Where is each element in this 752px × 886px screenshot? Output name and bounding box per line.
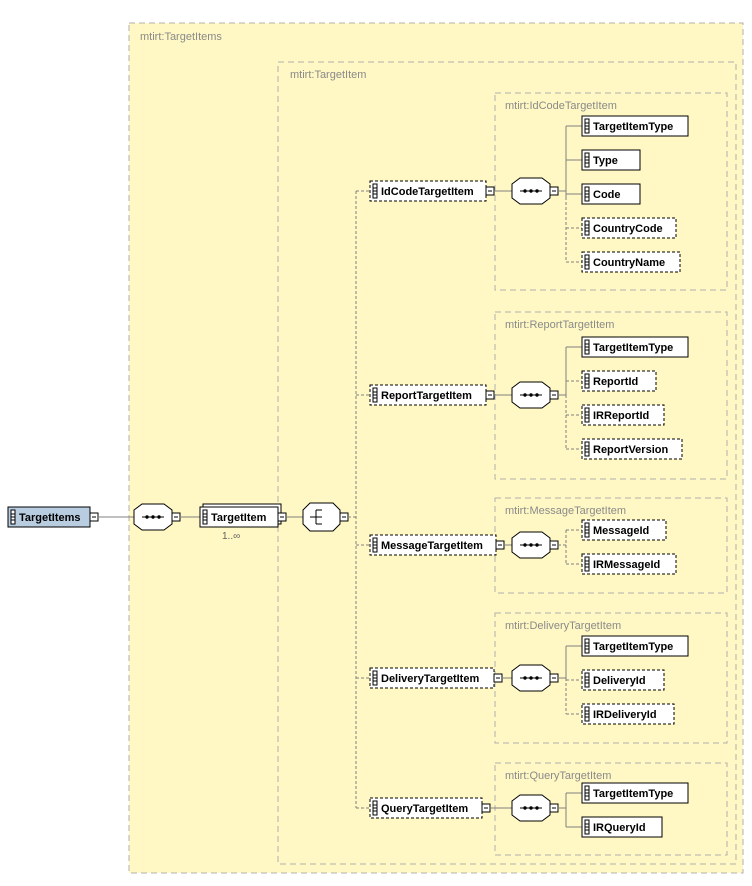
- svg-text:TargetItems: TargetItems: [19, 512, 81, 524]
- group-query-label: mtirt:QueryTargetItem: [505, 770, 611, 782]
- group-report-label: mtirt:ReportTargetItem: [505, 319, 614, 331]
- group-delivery-label: mtirt:DeliveryTargetItem: [505, 620, 621, 632]
- svg-text:DeliveryId: DeliveryId: [593, 675, 646, 687]
- cardinality-label: 1..∞: [222, 531, 240, 542]
- svg-text:TargetItemType: TargetItemType: [593, 121, 673, 133]
- svg-text:MessageTargetItem: MessageTargetItem: [381, 540, 483, 552]
- svg-text:CountryCode: CountryCode: [593, 223, 663, 235]
- svg-text:TargetItemType: TargetItemType: [593, 641, 673, 653]
- element-querytargetitem: QueryTargetItem: [370, 798, 490, 818]
- svg-text:TargetItem: TargetItem: [211, 512, 267, 524]
- svg-text:IRReportId: IRReportId: [593, 410, 649, 422]
- element-messagetargetitem: MessageTargetItem: [370, 535, 504, 555]
- svg-text:IRMessageId: IRMessageId: [593, 559, 660, 571]
- svg-text:ReportVersion: ReportVersion: [593, 444, 668, 456]
- group-targetitem-label: mtirt:TargetItem: [290, 69, 366, 81]
- element-idcodetargetitem: IdCodeTargetItem: [370, 181, 494, 201]
- svg-text:TargetItemType: TargetItemType: [593, 788, 673, 800]
- svg-text:IdCodeTargetItem: IdCodeTargetItem: [381, 186, 474, 198]
- schema-diagram: mtirt:TargetItems mtirt:TargetItem mtirt…: [0, 0, 752, 886]
- svg-text:ReportTargetItem: ReportTargetItem: [381, 390, 472, 402]
- svg-text:DeliveryTargetItem: DeliveryTargetItem: [381, 673, 479, 685]
- svg-text:TargetItemType: TargetItemType: [593, 342, 673, 354]
- svg-text:Type: Type: [593, 155, 618, 167]
- svg-text:CountryName: CountryName: [593, 257, 665, 269]
- svg-text:Code: Code: [593, 189, 621, 201]
- svg-text:MessageId: MessageId: [593, 525, 649, 537]
- svg-text:ReportId: ReportId: [593, 376, 638, 388]
- element-deliverytargetitem: DeliveryTargetItem: [370, 668, 502, 688]
- group-targetitems-label: mtirt:TargetItems: [140, 31, 222, 43]
- svg-text:IRQueryId: IRQueryId: [593, 822, 646, 834]
- group-idcode-label: mtirt:IdCodeTargetItem: [505, 100, 617, 112]
- group-message-label: mtirt:MessageTargetItem: [505, 505, 626, 517]
- element-reporttargetitem: ReportTargetItem: [370, 385, 494, 405]
- svg-text:QueryTargetItem: QueryTargetItem: [381, 803, 468, 815]
- svg-text:IRDeliveryId: IRDeliveryId: [593, 709, 657, 721]
- element-targetitems: TargetItems: [8, 507, 98, 527]
